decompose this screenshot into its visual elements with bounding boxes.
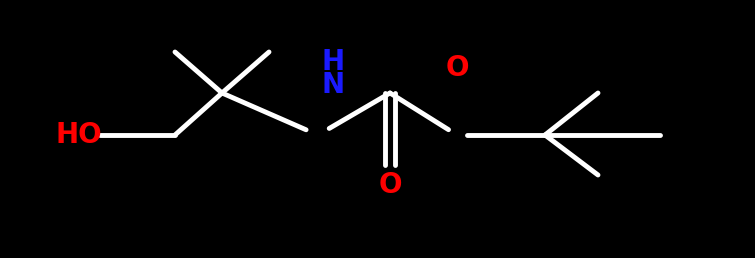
Text: O: O: [445, 54, 469, 82]
Text: O: O: [378, 171, 402, 199]
Text: H: H: [322, 48, 344, 76]
Text: HO: HO: [55, 121, 102, 149]
Text: N: N: [322, 71, 344, 99]
